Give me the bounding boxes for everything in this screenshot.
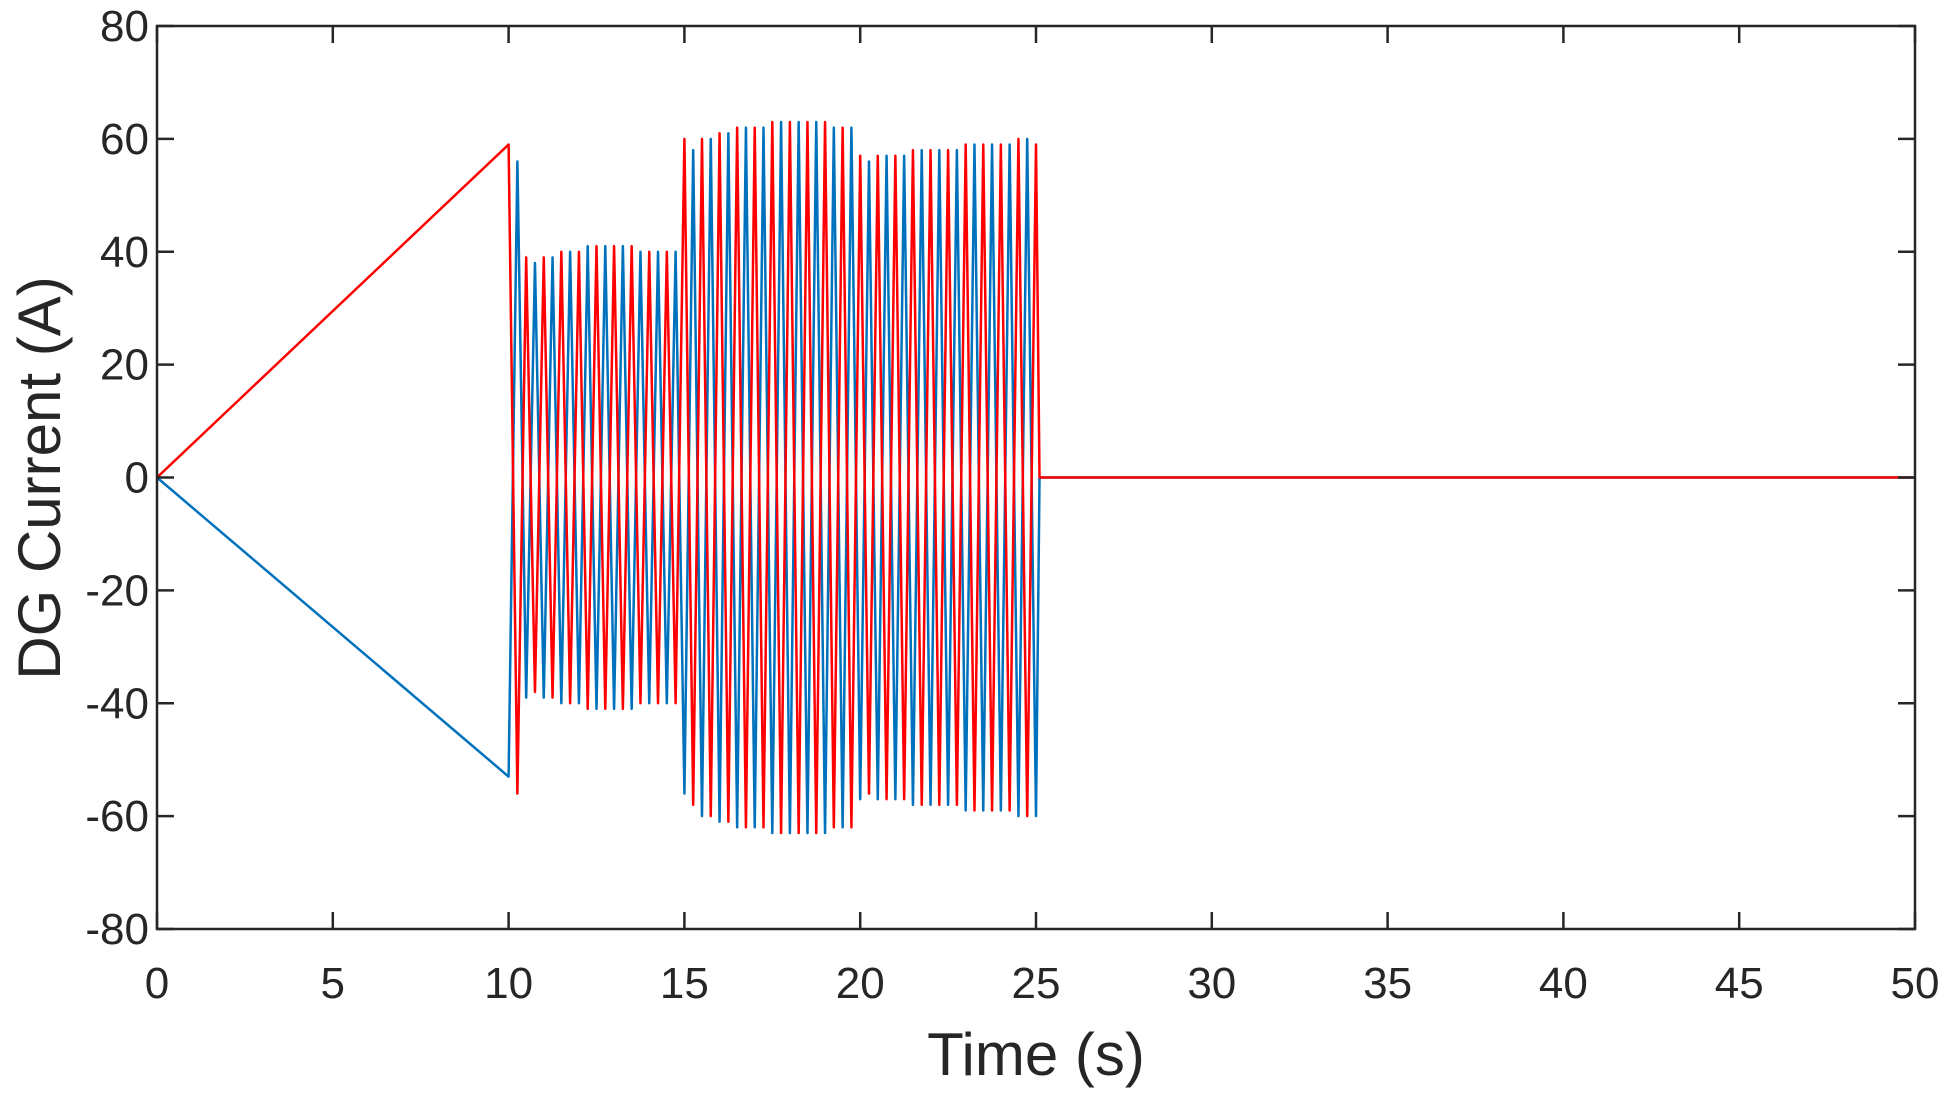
x-tick-label: 30 — [1187, 959, 1236, 1008]
x-tick-label: 50 — [1891, 959, 1940, 1008]
y-tick-label: -20 — [85, 566, 149, 615]
x-axis-label: Time (s) — [927, 1021, 1145, 1088]
y-tick-label: -80 — [85, 905, 149, 954]
x-tick-label: 10 — [484, 959, 533, 1008]
y-tick-label: -40 — [85, 679, 149, 728]
x-tick-label: 35 — [1363, 959, 1412, 1008]
y-tick-label: 0 — [125, 454, 149, 503]
y-axis-label: DG Current (A) — [6, 276, 73, 679]
x-tick-label: 45 — [1715, 959, 1764, 1008]
y-tick-label: 60 — [100, 115, 149, 164]
y-tick-label: 20 — [100, 341, 149, 390]
y-tick-label: -60 — [85, 792, 149, 841]
data-line — [156, 120, 1915, 835]
x-tick-label: 40 — [1539, 959, 1588, 1008]
x-tick-label: 0 — [145, 959, 169, 1008]
x-tick-label: 15 — [660, 959, 709, 1008]
x-tick-label: 5 — [321, 959, 345, 1008]
x-tick-label: 25 — [1012, 959, 1061, 1008]
y-tick-label: 80 — [100, 2, 149, 51]
y-tick-label: 40 — [100, 228, 149, 277]
x-tick-label: 20 — [836, 959, 885, 1008]
